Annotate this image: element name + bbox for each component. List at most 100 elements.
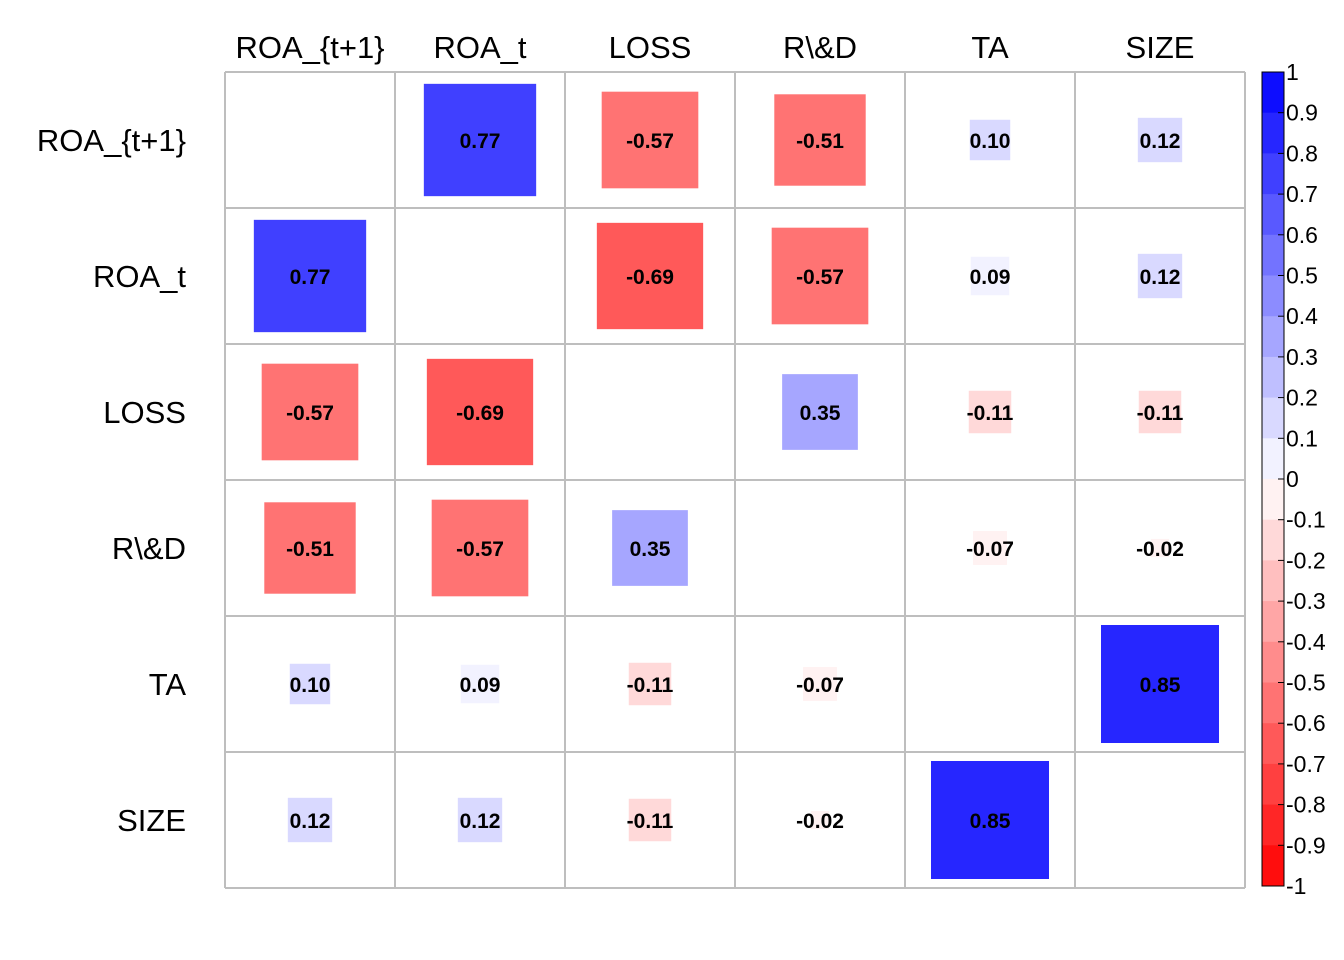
corr-square (289, 663, 331, 705)
corr-value-label: -0.51 (796, 130, 844, 153)
corr-square (803, 667, 837, 701)
corr-value-label: 0.35 (630, 538, 671, 561)
corr-value-label: 0.35 (800, 402, 841, 425)
colorbar-tick-label: 1 (1286, 59, 1299, 85)
row-label: TA (149, 667, 187, 702)
colorbar-bin (1262, 275, 1284, 317)
corr-value-label: -0.11 (627, 810, 674, 833)
colorbar-bin (1262, 356, 1284, 399)
corr-square (1150, 538, 1170, 558)
colorbar-bin (1262, 845, 1284, 887)
corr-value-label: 0.12 (460, 810, 501, 833)
colorbar-tick-label: -0.1 (1286, 507, 1326, 533)
colorbar-tick-label: -0.4 (1286, 629, 1326, 655)
colorbar-tick-label: -1 (1286, 873, 1306, 899)
colorbar-tick-label: 0.7 (1286, 181, 1318, 207)
corr-value-label: -0.51 (286, 538, 334, 561)
corr-value-label: -0.57 (456, 538, 504, 561)
corr-value-label: 0.12 (1140, 266, 1181, 289)
corr-square (973, 531, 1007, 565)
colorbar-tick-label: -0.2 (1286, 547, 1326, 573)
colorbar-bin (1262, 601, 1284, 643)
colorbar-tick-label: 0.9 (1286, 100, 1318, 126)
corr-square (969, 119, 1011, 161)
corr-value-label: -0.11 (1137, 402, 1184, 425)
corr-square (426, 358, 534, 466)
colorbar-tick-label: 0 (1286, 466, 1299, 492)
cell-layer: 0.77 -0.57 -0.51 0.10 0.12 0.77 -0.69 -0.57 0.09… (253, 83, 1220, 880)
row-label: ROA_{t+1} (37, 123, 186, 158)
corr-value-label: 0.85 (970, 810, 1011, 833)
colorbar-bin (1262, 72, 1284, 114)
colorbar-tick-label: 0.6 (1286, 222, 1318, 248)
grid-layer (224, 71, 1246, 889)
corr-value-label: -0.11 (967, 402, 1014, 425)
colorbar-bin (1262, 153, 1284, 195)
corr-value-label: 0.10 (290, 674, 331, 697)
colorbar-bin (1262, 641, 1284, 683)
row-label: SIZE (117, 803, 186, 838)
colorbar-bin (1262, 763, 1284, 806)
colorbar-tick-label: 0.1 (1286, 425, 1318, 451)
colorbar-bin (1262, 316, 1284, 358)
corr-square (601, 91, 699, 189)
column-label: ROA_{t+1} (235, 30, 384, 65)
corr-value-label: 0.12 (290, 810, 331, 833)
colorbar-tick-label: 0.4 (1286, 303, 1318, 329)
colorbar-bin (1262, 804, 1284, 846)
corr-square (264, 502, 356, 594)
row-label: LOSS (103, 395, 186, 430)
corr-square (253, 219, 367, 333)
corr-square (1137, 117, 1183, 163)
corr-value-label: 0.09 (970, 266, 1011, 289)
corr-square (970, 256, 1010, 296)
colorbar-tick-label: 0.5 (1286, 263, 1318, 289)
corr-value-label: 0.10 (970, 130, 1011, 153)
corr-value-label: -0.07 (966, 538, 1014, 561)
corr-value-label: -0.69 (626, 266, 674, 289)
corr-square (810, 810, 830, 830)
colorbar-tick-label: -0.6 (1286, 710, 1326, 736)
colorbar-bin (1262, 112, 1284, 154)
colorbar-bin (1262, 723, 1284, 765)
colorbar-tick-label: 0.8 (1286, 140, 1318, 166)
colorbar-bin (1262, 194, 1284, 236)
colorbar-tick-label: 0.2 (1286, 385, 1318, 411)
corr-square (968, 390, 1012, 434)
corr-square (596, 222, 704, 330)
column-label: LOSS (609, 30, 692, 65)
row-label: ROA_t (93, 259, 186, 294)
corr-square (1138, 390, 1182, 434)
corr-square (1100, 624, 1220, 744)
corr-square (771, 227, 869, 325)
colorbar-bin (1262, 234, 1284, 276)
colorbar-bin (1262, 479, 1284, 521)
corr-square (930, 760, 1050, 880)
corr-value-label: 0.12 (1140, 130, 1181, 153)
colorbar-tick-label: -0.5 (1286, 670, 1326, 696)
colorbar-tick-label: -0.7 (1286, 751, 1326, 777)
colorbar-bin (1262, 560, 1284, 602)
column-label: R\&D (783, 30, 857, 65)
row-label: R\&D (112, 531, 186, 566)
corr-value-label: -0.02 (1136, 538, 1184, 561)
corr-value-label: -0.02 (796, 810, 844, 833)
colorbar-bin (1262, 519, 1284, 561)
corr-value-label: 0.77 (460, 130, 501, 153)
colorbar-tick-label: 0.3 (1286, 344, 1318, 370)
corr-square (612, 510, 688, 586)
corr-square (628, 798, 672, 842)
corr-value-label: -0.57 (626, 130, 674, 153)
corr-square (774, 94, 866, 186)
colorbar-tick-label: -0.3 (1286, 588, 1326, 614)
column-label: ROA_t (433, 30, 526, 65)
corr-value-label: -0.07 (796, 674, 844, 697)
colorbar-bin (1262, 397, 1284, 439)
corr-value-label: -0.57 (286, 402, 334, 425)
colorbar-bin (1262, 438, 1284, 480)
corr-value-label: -0.57 (796, 266, 844, 289)
corr-square (457, 797, 503, 843)
colorbar-tick-label: -0.9 (1286, 832, 1326, 858)
corr-value-label: 0.77 (290, 266, 331, 289)
